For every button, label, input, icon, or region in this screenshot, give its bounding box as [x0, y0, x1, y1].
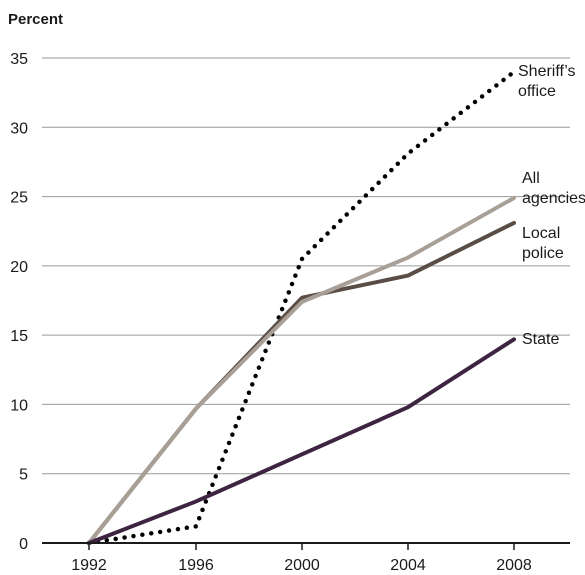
y-tick-label: 15: [10, 328, 28, 345]
y-axis-title: Percent: [8, 11, 63, 28]
y-axis-ticks: 0 5 10 15 20 25 30 35: [10, 51, 28, 553]
y-tick-label: 25: [10, 190, 28, 207]
x-tick-label: 1992: [71, 557, 107, 574]
series-lines: [86, 69, 517, 546]
y-tick-label: 35: [10, 51, 28, 68]
series-line-sheriff-s-office: [86, 69, 517, 546]
x-tick-label: 2008: [496, 557, 532, 574]
series-line-all-agencies: [87, 195, 516, 545]
gridlines: [42, 57, 570, 475]
x-axis-ticks: 1992 1996 2000 2004 2008: [71, 543, 532, 574]
series-label-sheriff-s-office: Sheriff’s office: [518, 63, 576, 100]
y-tick-label: 20: [10, 259, 28, 276]
y-tick-label: 30: [10, 120, 28, 137]
series-label-all-agencies: All agencies: [522, 170, 585, 207]
series-line-local-police: [87, 220, 516, 545]
y-tick-label: 0: [19, 536, 28, 553]
x-tick-label: 2004: [390, 557, 426, 574]
y-tick-label: 10: [10, 397, 28, 414]
y-tick-label: 5: [19, 467, 28, 484]
series-line-state: [87, 337, 516, 545]
series-label-local-police: Local police: [522, 225, 564, 262]
series-labels: Sheriff’s office All agencies Local police Sta…: [518, 63, 585, 348]
series-label-state: State: [522, 331, 559, 348]
x-tick-label: 2000: [284, 557, 320, 574]
x-tick-label: 1996: [178, 557, 214, 574]
